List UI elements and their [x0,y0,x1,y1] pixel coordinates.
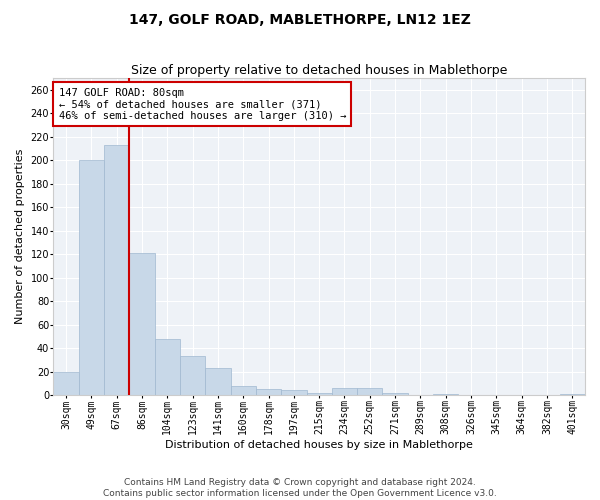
Bar [256,389,281,395]
Bar [357,388,382,395]
Bar [230,386,256,395]
Bar [79,160,104,395]
Title: Size of property relative to detached houses in Mablethorpe: Size of property relative to detached ho… [131,64,508,77]
Bar [433,394,458,395]
Y-axis label: Number of detached properties: Number of detached properties [15,149,25,324]
Text: 147 GOLF ROAD: 80sqm
← 54% of detached houses are smaller (371)
46% of semi-deta: 147 GOLF ROAD: 80sqm ← 54% of detached h… [59,88,346,121]
Bar [560,394,585,395]
Bar [104,145,129,395]
Bar [53,372,79,395]
X-axis label: Distribution of detached houses by size in Mablethorpe: Distribution of detached houses by size … [165,440,473,450]
Text: 147, GOLF ROAD, MABLETHORPE, LN12 1EZ: 147, GOLF ROAD, MABLETHORPE, LN12 1EZ [129,12,471,26]
Bar [332,388,357,395]
Bar [205,368,230,395]
Bar [382,392,408,395]
Bar [180,356,205,395]
Text: Contains HM Land Registry data © Crown copyright and database right 2024.
Contai: Contains HM Land Registry data © Crown c… [103,478,497,498]
Bar [281,390,307,395]
Bar [129,253,155,395]
Bar [307,392,332,395]
Bar [155,338,180,395]
